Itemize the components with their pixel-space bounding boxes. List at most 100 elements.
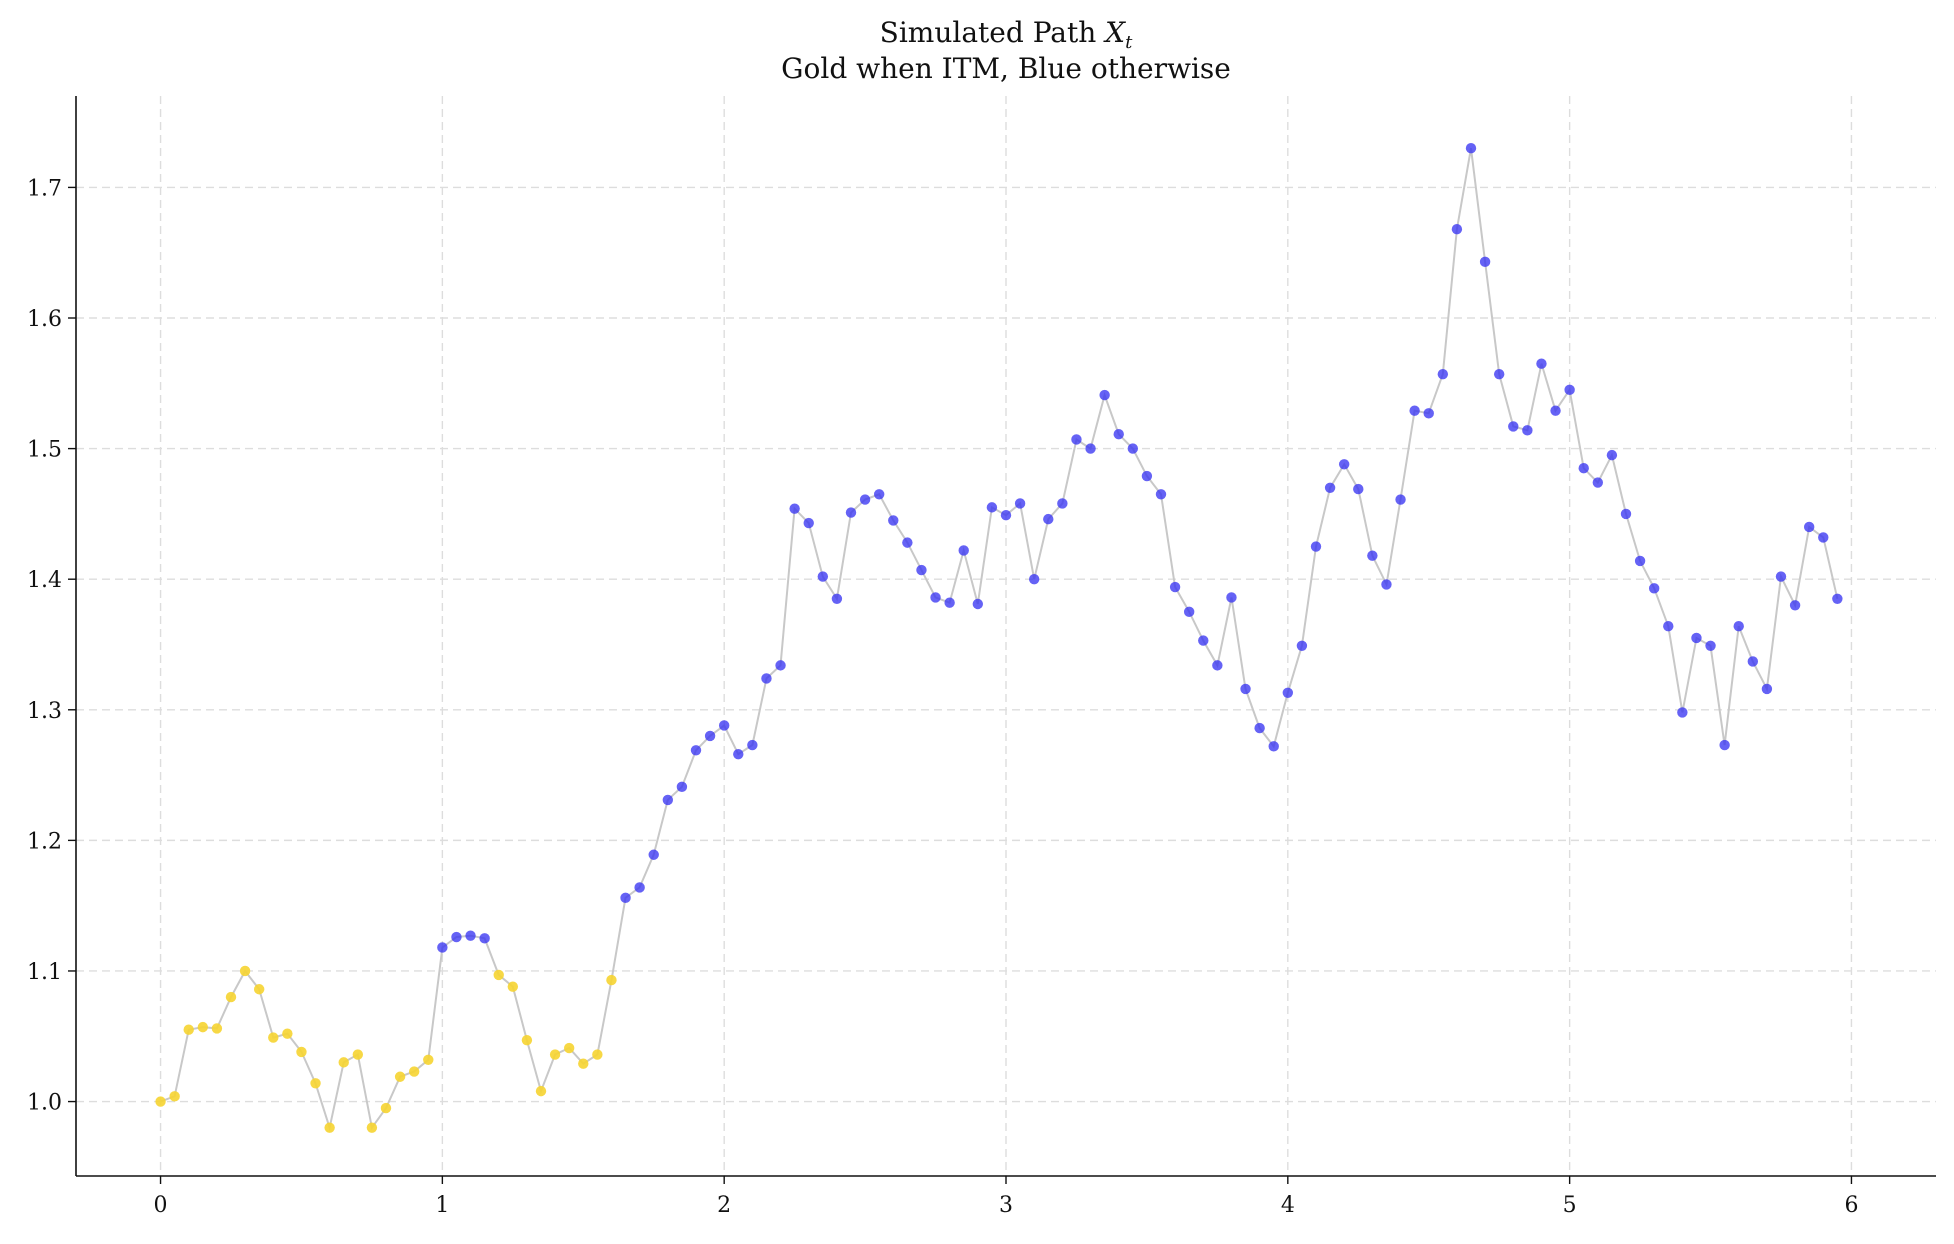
itm-point	[225, 991, 237, 1003]
otm-point	[1677, 707, 1688, 718]
otm-point	[1198, 635, 1209, 646]
otm-point	[1028, 573, 1040, 585]
otm-point	[1479, 256, 1491, 268]
otm-point	[1451, 224, 1463, 235]
otm-point	[1212, 660, 1223, 671]
otm-point	[479, 933, 490, 944]
otm-point	[1761, 683, 1773, 695]
otm-point	[1085, 443, 1096, 454]
otm-point	[761, 673, 772, 684]
otm-point	[930, 592, 941, 603]
otm-point	[1282, 687, 1294, 699]
itm-point	[606, 974, 617, 986]
itm-point	[394, 1071, 406, 1082]
itm-point	[310, 1078, 321, 1089]
otm-point	[1254, 722, 1265, 734]
otm-point	[1423, 408, 1434, 419]
x-tick-label: 5	[1563, 1193, 1577, 1218]
otm-point	[634, 882, 645, 893]
otm-point	[1324, 482, 1336, 493]
otm-point	[1789, 600, 1801, 611]
otm-point	[944, 597, 955, 608]
otm-point	[620, 892, 631, 904]
y-tick-label: 1.5	[27, 438, 62, 463]
otm-point	[1043, 513, 1054, 525]
otm-point	[1014, 498, 1026, 509]
otm-point	[747, 739, 758, 751]
otm-point	[1606, 449, 1618, 461]
x-tick-label: 3	[999, 1193, 1013, 1218]
x-tick-label: 0	[154, 1193, 168, 1218]
otm-point	[958, 545, 969, 556]
otm-point	[1719, 739, 1730, 751]
chart-title-var: X	[1103, 16, 1126, 49]
otm-point	[1705, 640, 1716, 651]
otm-point	[662, 794, 674, 806]
otm-point	[1268, 741, 1279, 752]
itm-point	[507, 981, 519, 992]
grid-layer	[76, 96, 1936, 1176]
itm-point	[253, 984, 265, 995]
itm-point	[239, 965, 251, 977]
itm-point	[408, 1066, 420, 1077]
otm-point	[1367, 550, 1378, 561]
otm-point	[1437, 368, 1449, 380]
otm-point	[1127, 443, 1139, 454]
otm-point	[1620, 508, 1632, 520]
itm-point	[183, 1024, 194, 1035]
itm-point	[592, 1049, 603, 1060]
otm-point	[1648, 583, 1660, 594]
otm-point	[1353, 483, 1364, 495]
chart-subtitle: Gold when ITM, Blue otherwise	[781, 52, 1231, 85]
axes-layer: 0 1 2 3 4 5 6 1.0 1.1 1.2 1.3 1.4 1.5 1.6 1.7	[27, 96, 1936, 1218]
otm-point	[1536, 358, 1547, 369]
otm-point	[803, 517, 814, 529]
otm-point	[718, 720, 730, 731]
itm-point	[423, 1054, 434, 1065]
itm-point	[578, 1058, 589, 1069]
otm-point	[465, 930, 476, 941]
otm-point	[704, 730, 716, 742]
otm-point	[690, 745, 702, 756]
otm-point	[845, 507, 857, 518]
chart-title-prefix: Simulated Path	[880, 16, 1105, 49]
otm-point	[1508, 421, 1519, 432]
otm-point	[1634, 555, 1646, 567]
otm-point	[817, 571, 829, 582]
y-tick-label: 1.1	[27, 960, 62, 985]
otm-point	[1381, 579, 1392, 590]
otm-point	[1071, 434, 1082, 445]
x-tick-label: 6	[1844, 1193, 1858, 1218]
otm-point	[1465, 143, 1477, 154]
y-tick-label: 1.6	[27, 307, 62, 332]
otm-point	[437, 942, 448, 953]
otm-point	[986, 502, 998, 513]
otm-point	[916, 564, 927, 576]
otm-point	[831, 593, 843, 604]
y-tick-label: 1.2	[27, 829, 62, 854]
itm-point	[169, 1091, 180, 1102]
itm-point	[338, 1057, 349, 1068]
itm-point	[155, 1096, 166, 1107]
otm-point	[888, 515, 899, 526]
otm-point	[1409, 405, 1420, 416]
chart-title: Simulated Path Xt	[880, 16, 1133, 53]
otm-point	[1057, 498, 1068, 509]
otm-point	[873, 489, 885, 500]
otm-point	[1550, 405, 1561, 416]
otm-point	[1296, 640, 1308, 651]
otm-point	[902, 537, 913, 548]
otm-point	[676, 781, 688, 793]
otm-point	[1240, 683, 1251, 695]
itm-point	[296, 1046, 307, 1058]
chart-title-sub: t	[1125, 32, 1133, 53]
itm-point	[352, 1049, 364, 1060]
otm-point	[1818, 532, 1829, 543]
otm-point	[972, 598, 984, 610]
path-line-layer	[160, 148, 1839, 1132]
path-line	[160, 148, 1839, 1132]
x-tick-label: 1	[435, 1193, 449, 1218]
otm-point	[648, 849, 659, 860]
